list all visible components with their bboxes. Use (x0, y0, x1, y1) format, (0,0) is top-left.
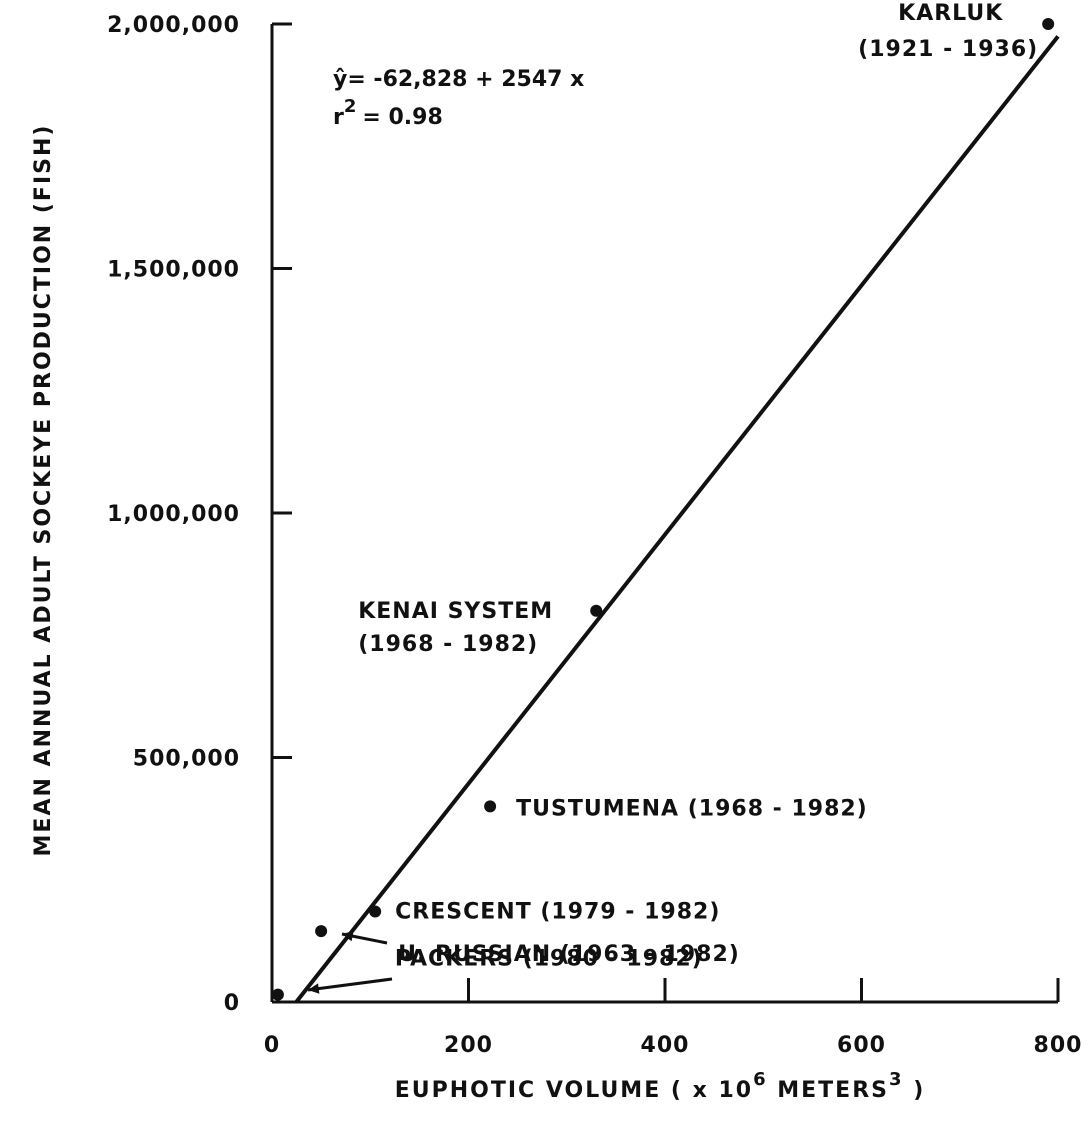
x-tick-label: 800 (1034, 1033, 1083, 1058)
r2-value: = 0.98 (362, 105, 442, 130)
data-point (271, 988, 284, 1001)
x-axis-title-exp2: 3 (889, 1069, 904, 1090)
data-point (315, 925, 328, 938)
x-axis-title-exp: 6 (753, 1069, 768, 1090)
x-ticks: 0 200 400 600 800 (264, 978, 1083, 1058)
label-leader-line (307, 977, 393, 992)
x-tick-label: 200 (444, 1033, 493, 1058)
regression-line (294, 35, 1060, 1004)
point-label: U. RUSSIAN (1963 - 1982) (398, 942, 740, 967)
point-label: KARLUK (898, 1, 1003, 26)
x-axis-title-main: EUPHOTIC VOLUME ( x 10 (395, 1078, 753, 1103)
equation-rhs: = -62,828 + 2547 x (347, 67, 584, 92)
r2-exponent: 2 (344, 96, 357, 117)
point-label: KENAI SYSTEM (358, 599, 553, 624)
y-tick-label: 1,500,000 (107, 258, 240, 283)
point-label: TUSTUMENA (1968 - 1982) (516, 796, 868, 821)
x-tick-label: 600 (837, 1033, 886, 1058)
data-points: KARLUK (1921 - 1936) KENAI SYSTEM (1968 - 1… (271, 1, 1055, 1001)
y-tick-label: 0 (224, 991, 240, 1016)
x-axis-title-suffix: METERS (768, 1078, 889, 1103)
arrowhead-icon (342, 931, 354, 942)
equation-lhs: ŷ (333, 67, 347, 92)
r-squared: r2 = 0.98 (333, 96, 443, 130)
y-axis-title: MEAN ANNUAL ADULT SOCKEYE PRODUCTION (FI… (31, 124, 56, 857)
x-tick-label: 0 (264, 1033, 280, 1058)
r2-label: r (333, 105, 344, 130)
y-tick-label: 500,000 (133, 747, 240, 772)
point-years-label: (1921 - 1936) (858, 37, 1038, 62)
axes (270, 24, 1058, 1004)
data-point (369, 905, 382, 918)
point-label: PACKERS (1980 - 1982) (395, 947, 703, 972)
data-point (484, 800, 497, 813)
x-tick-label: 400 (641, 1033, 690, 1058)
y-tick-label: 2,000,000 (107, 13, 240, 38)
data-point (590, 604, 603, 617)
y-ticks: 0 500,000 1,000,000 1,500,000 2,000,000 (107, 13, 292, 1016)
data-point (1042, 18, 1055, 30)
y-tick-label: 1,000,000 (107, 502, 240, 527)
point-label: CRESCENT (1979 - 1982) (395, 900, 720, 925)
arrowhead-icon (308, 983, 320, 994)
point-years-label: (1968 - 1982) (358, 632, 538, 657)
x-axis-title-close: ) (904, 1078, 926, 1103)
regression-equation: ŷ= -62,828 + 2547 x (333, 67, 584, 92)
x-axis-title: EUPHOTIC VOLUME ( x 106 METERS3 ) (395, 1069, 926, 1103)
